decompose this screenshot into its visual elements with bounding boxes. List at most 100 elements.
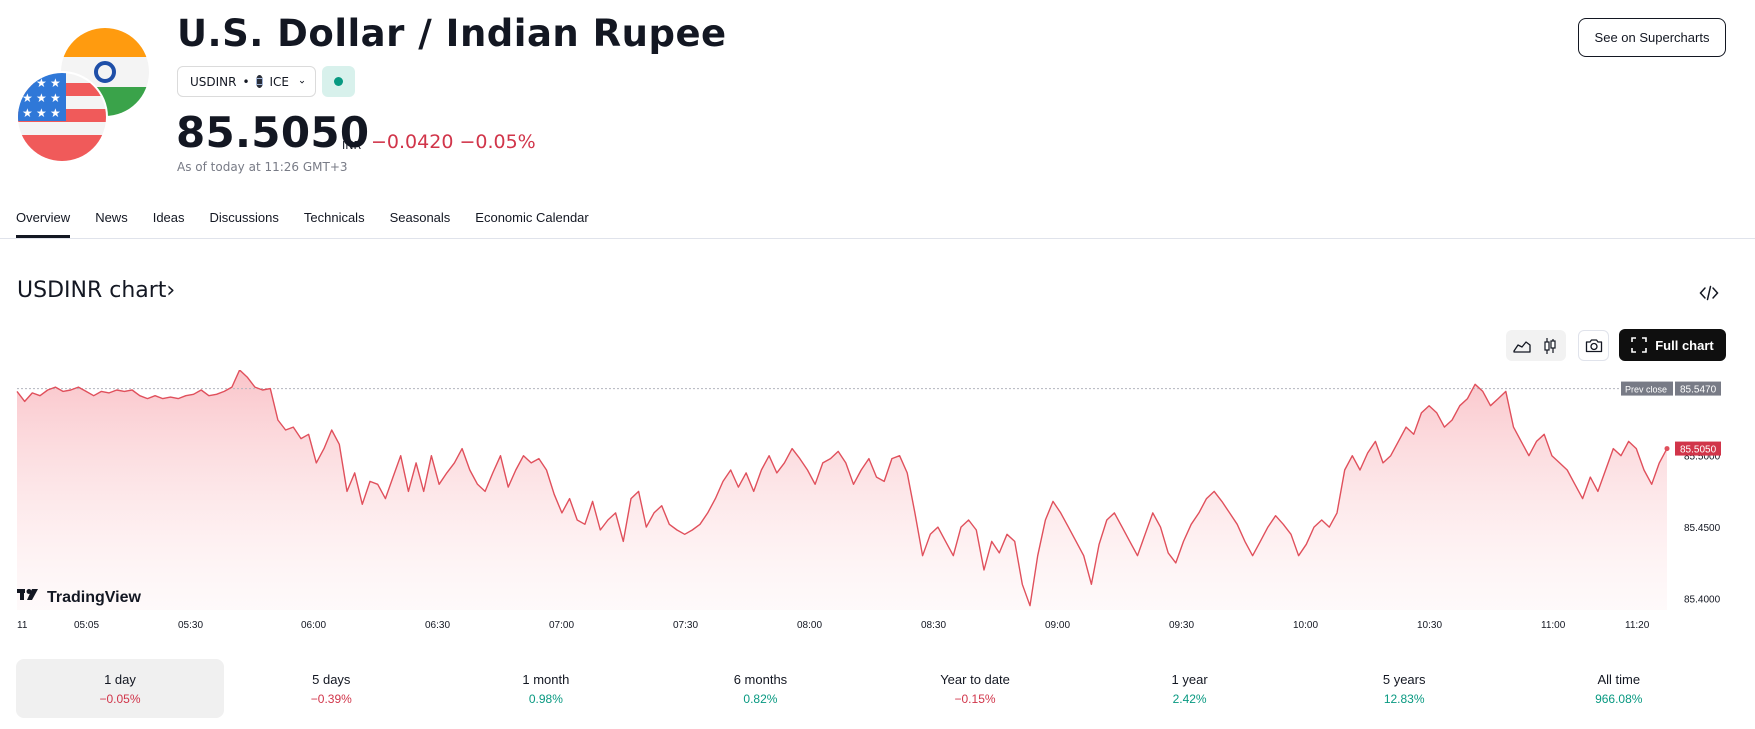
svg-text:★: ★ [50,106,61,120]
full-chart-label: Full chart [1655,337,1714,353]
tradingview-wordmark: TradingView [47,589,142,606]
x-tick-label: 05:30 [178,620,203,631]
section-tabs: Overview News Ideas Discussions Technica… [16,210,614,238]
range-year-to-date[interactable]: Year to date −0.15% [868,659,1083,718]
range-1-month[interactable]: 1 month 0.98% [439,659,654,718]
tab-ideas[interactable]: Ideas [152,210,185,225]
symbol-label: USDINR [190,74,237,89]
range-label: 1 day [104,671,136,687]
prev-close-value: 85.5470 [1680,385,1717,396]
range-value: 0.98% [528,691,563,706]
price-timestamp: As of today at 11:26 GMT+3 [177,160,348,174]
range-1-year[interactable]: 1 year 2.42% [1082,659,1297,718]
ice-logo-icon [255,75,264,88]
current-price: 85.5050 [176,108,370,157]
candles-icon [1544,337,1556,354]
range-label: 1 month [522,671,570,687]
performance-ranges: 1 day −0.05% 5 days −0.39% 1 month 0.98% 6 … [16,659,1726,718]
area-chart-button[interactable] [1509,333,1535,359]
range-value: 966.08% [1595,691,1643,706]
svg-text:★: ★ [22,106,33,120]
y-tick-label: 85.4500 [1684,523,1721,534]
price-line [16,370,1668,607]
price-area-fill [17,370,1667,610]
range-label: Year to date [940,671,1010,687]
code-embed-icon[interactable] [1699,283,1719,303]
candles-button[interactable] [1537,333,1563,359]
x-tick-label: 05:05 [74,620,99,631]
svg-text:★: ★ [36,76,47,90]
fullscreen-icon [1631,337,1648,353]
chevron-down-icon [299,80,305,84]
x-tick-label: 08:30 [921,620,946,631]
svg-text:★: ★ [22,91,33,105]
prev-close-value-tag [1675,381,1721,396]
range-label: 6 months [733,671,788,687]
page-title: U.S. Dollar / Indian Rupee [177,12,727,55]
prev-close-label: Prev close [1625,385,1667,395]
tab-news[interactable]: News [95,210,128,225]
last-price-dot [1664,446,1670,452]
x-tick-label: 07:30 [673,620,698,631]
see-on-supercharts-button[interactable]: See on Supercharts [1578,18,1726,57]
x-tick-label: 10:00 [1293,620,1318,631]
y-tick-label: 85.5000 [1684,452,1721,463]
chart-section-title[interactable]: USDINR chart› [17,278,176,303]
snapshot-button[interactable] [1578,330,1609,361]
range-value: −0.15% [954,691,996,706]
range-label: 1 year [1171,671,1208,687]
x-tick-label: 09:00 [1045,620,1070,631]
tabs-divider [0,238,1755,239]
range-label: 5 years [1382,671,1426,687]
price-chart[interactable]: 11 05:05 05:30 06:00 06:30 07:00 07:30 08:00 08:… [0,370,1755,640]
range-5-years[interactable]: 5 years 12.83% [1297,659,1512,718]
y-tick-label: 85.4000 [1684,595,1721,606]
tab-discussions[interactable]: Discussions [209,210,279,225]
tab-economic-calendar[interactable]: Economic Calendar [475,210,589,225]
camera-icon [1585,339,1602,353]
x-tick-label: 11:20 [1625,620,1650,631]
x-tick-label: 07:00 [549,620,574,631]
range-value: 0.82% [743,691,778,706]
market-status-badge[interactable] [322,66,355,97]
range-all-time[interactable]: All time 966.08% [1511,659,1726,718]
full-chart-button[interactable]: Full chart [1619,329,1726,361]
area-chart-icon [1513,340,1531,353]
x-tick-label: 06:00 [301,620,326,631]
svg-text:★: ★ [50,91,61,105]
last-price-tag [1675,441,1721,456]
range-1-day[interactable]: 1 day −0.05% [16,659,224,718]
tradingview-watermark: TradingView [17,589,142,606]
price-currency: INR [342,139,362,152]
x-tick-label: 10:30 [1417,620,1442,631]
range-5-days[interactable]: 5 days −0.39% [224,659,439,718]
last-price-value: 85.5050 [1680,445,1717,456]
tradingview-logo-icon [17,589,38,600]
symbol-exchange-selector[interactable]: USDINR • ICE [177,66,316,97]
tab-seasonals[interactable]: Seasonals [389,210,451,225]
chart-style-toggle [1506,330,1566,361]
range-label: 5 days [312,671,351,687]
prev-close-tag [1621,381,1673,396]
market-open-dot [334,77,343,86]
exchange-label: ICE [269,74,289,89]
x-tick-label: 09:30 [1169,620,1194,631]
tab-overview[interactable]: Overview [16,210,71,238]
x-tick-label: 11:00 [1541,620,1566,631]
range-value: 12.83% [1383,691,1425,706]
range-value: 2.42% [1172,691,1207,706]
range-value: −0.39% [310,691,352,706]
range-value: −0.05% [99,691,141,706]
x-tick-label: 06:30 [425,620,450,631]
x-tick-label: 11 [17,620,28,631]
svg-text:★: ★ [36,106,47,120]
price-change: −0.0420 −0.05% [371,131,536,153]
range-label: All time [1597,671,1641,687]
range-6-months[interactable]: 6 months 0.82% [653,659,868,718]
x-tick-label: 08:00 [797,620,822,631]
separator-dot: • [242,74,250,89]
tab-technicals[interactable]: Technicals [303,210,365,225]
svg-text:★: ★ [36,91,47,105]
svg-text:★: ★ [50,76,61,90]
usd-inr-flag-icon: ★ ★ ★ ★ ★ ★ ★ ★ ★ [16,28,149,163]
